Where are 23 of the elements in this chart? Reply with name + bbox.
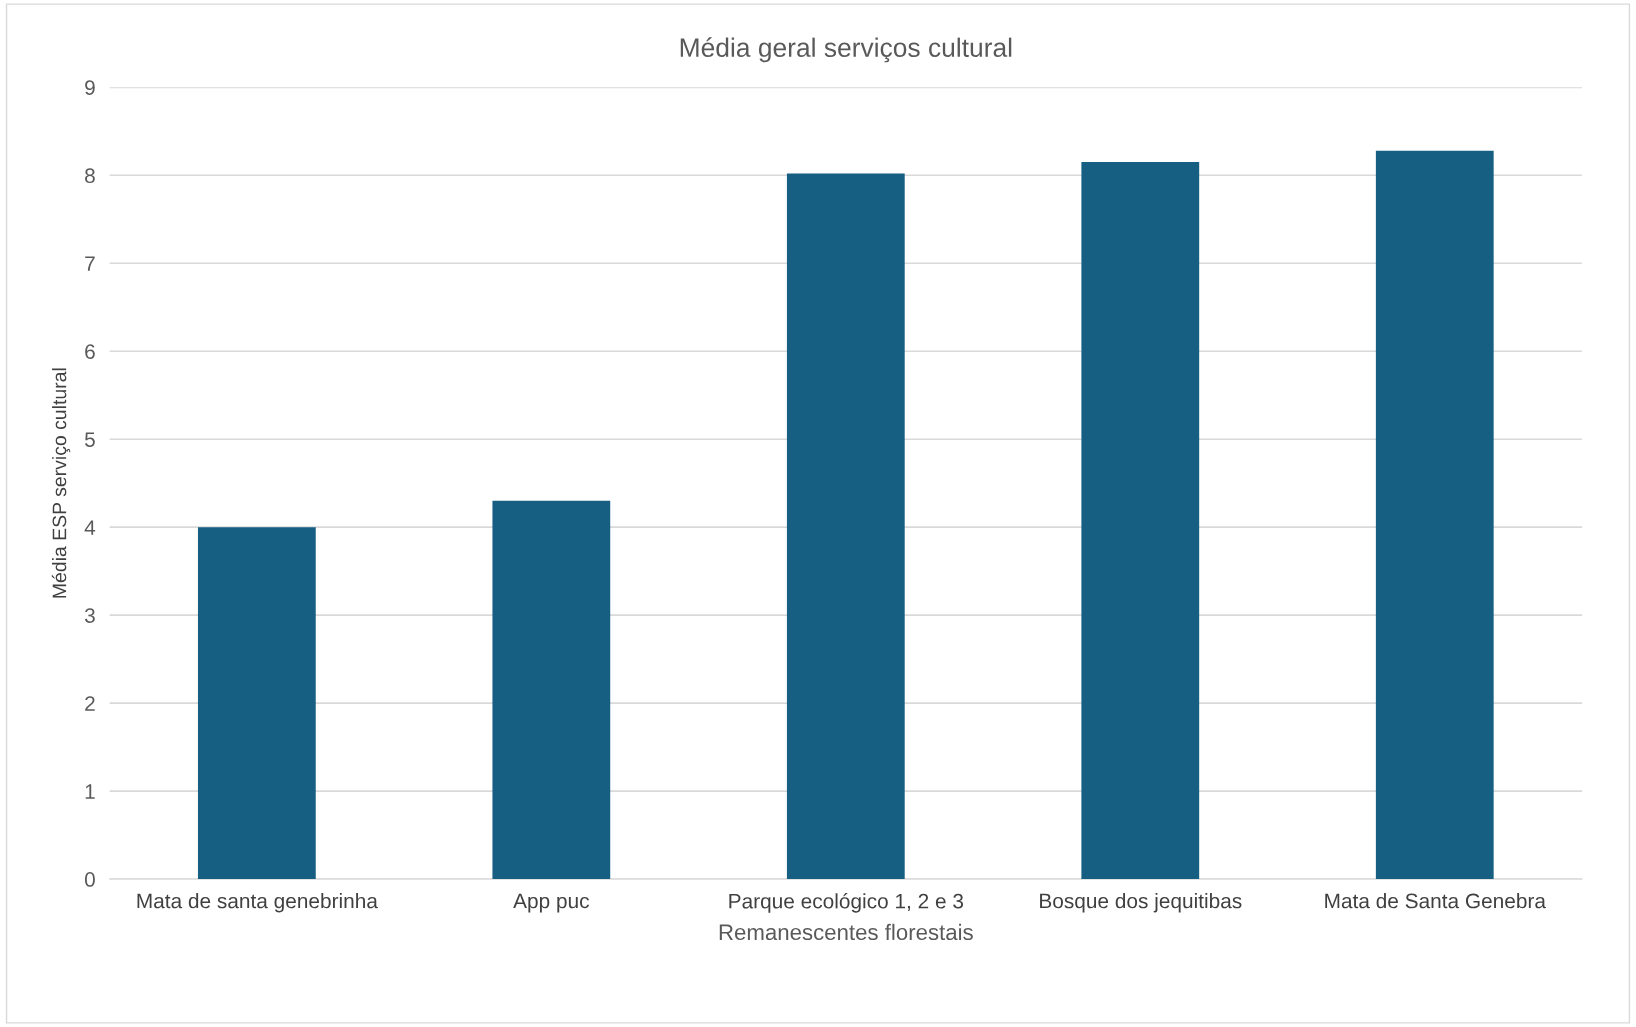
y-axis-title: Média ESP serviço cultural: [51, 368, 71, 598]
y-tick-label: 2: [85, 696, 95, 711]
bar: [786, 173, 905, 880]
x-tick-label: Mata de Santa Genebra: [1325, 893, 1546, 909]
x-tick-label: Mata de santa genebrinha: [137, 893, 378, 913]
y-tick-label: 8: [85, 168, 95, 184]
x-tick-label: Parque ecológico 1, 2 e 3: [729, 893, 964, 913]
bar: [197, 527, 316, 880]
y-tick-label: 1: [85, 784, 95, 799]
y-tick-label: 5: [84, 432, 95, 447]
y-tick-label: 7: [85, 256, 95, 271]
bar: [1375, 150, 1494, 880]
chart-title: Média geral serviços cultural: [680, 37, 1012, 63]
bar: [1081, 162, 1200, 880]
y-tick-label: 9: [85, 80, 95, 96]
x-axis-title: Remanescentes florestais: [719, 923, 973, 941]
x-tick-label: Bosque dos jequitibas: [1040, 893, 1242, 913]
bar: [492, 500, 611, 880]
y-tick-label: 3: [84, 608, 95, 623]
y-tick-label: 6: [85, 344, 95, 359]
y-tick-label: 0: [84, 872, 95, 887]
y-tick-label: 4: [84, 520, 96, 535]
x-tick-label: App puc: [513, 893, 590, 913]
